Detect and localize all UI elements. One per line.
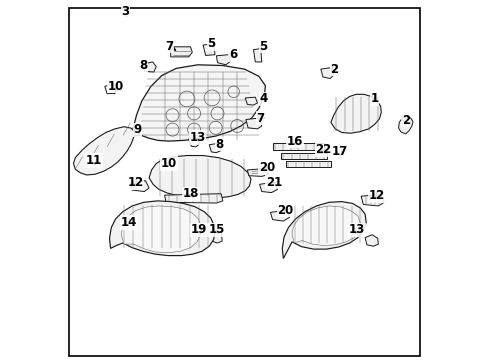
Text: 13: 13 xyxy=(189,131,205,144)
Polygon shape xyxy=(259,182,277,193)
Polygon shape xyxy=(210,230,222,243)
Polygon shape xyxy=(130,181,149,192)
Text: 22: 22 xyxy=(315,143,331,156)
Text: 10: 10 xyxy=(161,157,177,170)
Text: 7: 7 xyxy=(164,40,173,53)
Polygon shape xyxy=(170,47,192,57)
Text: 17: 17 xyxy=(331,145,347,158)
Polygon shape xyxy=(149,156,250,198)
Text: 11: 11 xyxy=(86,154,102,167)
Polygon shape xyxy=(253,49,261,62)
Polygon shape xyxy=(330,94,381,133)
Text: 2: 2 xyxy=(401,114,409,127)
Text: 14: 14 xyxy=(120,216,137,229)
Polygon shape xyxy=(194,230,206,243)
Text: 6: 6 xyxy=(228,48,237,61)
Polygon shape xyxy=(142,62,156,72)
Polygon shape xyxy=(320,68,333,78)
Text: 2: 2 xyxy=(330,63,338,76)
Polygon shape xyxy=(285,161,330,167)
Text: 20: 20 xyxy=(277,204,293,217)
Text: 7: 7 xyxy=(256,112,264,125)
Text: 18: 18 xyxy=(183,187,199,200)
Text: 12: 12 xyxy=(368,189,385,202)
Text: 1: 1 xyxy=(370,92,378,105)
Text: 12: 12 xyxy=(127,176,143,189)
Text: 10: 10 xyxy=(107,80,123,93)
Polygon shape xyxy=(73,127,134,175)
Polygon shape xyxy=(209,143,221,153)
Polygon shape xyxy=(282,202,366,258)
Text: 20: 20 xyxy=(258,161,274,174)
Polygon shape xyxy=(270,210,289,221)
Polygon shape xyxy=(121,206,201,253)
Text: 19: 19 xyxy=(190,223,207,236)
Polygon shape xyxy=(216,55,230,65)
Text: 15: 15 xyxy=(208,223,224,236)
Polygon shape xyxy=(365,235,378,246)
Text: 21: 21 xyxy=(265,176,282,189)
Polygon shape xyxy=(131,65,265,141)
Polygon shape xyxy=(104,84,117,94)
Text: 3: 3 xyxy=(122,5,129,18)
Polygon shape xyxy=(188,138,199,147)
Text: 8: 8 xyxy=(215,138,223,150)
Polygon shape xyxy=(361,194,384,206)
Text: 13: 13 xyxy=(348,223,364,236)
Polygon shape xyxy=(164,194,223,203)
Polygon shape xyxy=(398,117,412,134)
Polygon shape xyxy=(244,97,257,105)
Text: 8: 8 xyxy=(139,59,147,72)
Text: 9: 9 xyxy=(133,123,141,136)
Text: 16: 16 xyxy=(286,135,303,148)
Polygon shape xyxy=(280,153,326,159)
Polygon shape xyxy=(291,206,360,246)
Polygon shape xyxy=(245,118,261,129)
Text: 5: 5 xyxy=(207,37,215,50)
Polygon shape xyxy=(203,44,215,55)
Polygon shape xyxy=(247,168,268,176)
Polygon shape xyxy=(272,143,323,150)
Text: 5: 5 xyxy=(259,40,267,53)
Text: 4: 4 xyxy=(259,92,267,105)
Polygon shape xyxy=(109,201,215,256)
